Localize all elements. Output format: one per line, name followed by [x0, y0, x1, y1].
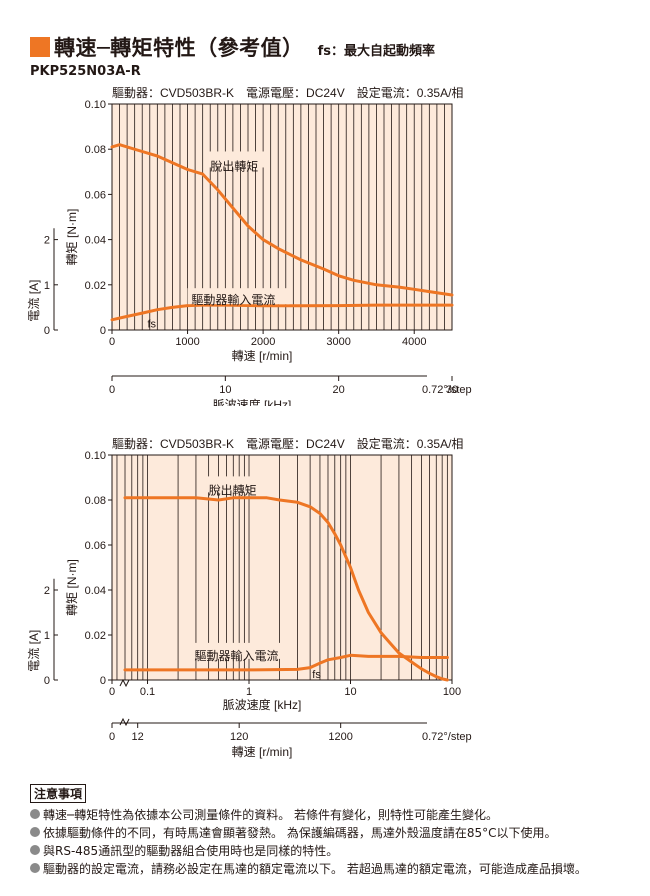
model-name: PKP525N03A-R	[30, 64, 141, 79]
secondary-tick-label: 0	[109, 384, 115, 396]
y-tick-label: 0	[100, 325, 106, 337]
secondary-tick-label: 0	[109, 731, 115, 743]
pullout-torque-line	[123, 496, 449, 682]
driver-input-current-line	[110, 303, 454, 322]
x-axis-title: 轉速 [r/min]	[232, 349, 293, 363]
driver-info: 驅動器：CVD503BR-K 電源電壓：DC24V 設定電流：0.35A/相	[112, 86, 463, 100]
page-title: 轉速─轉矩特性（參考值）	[54, 36, 304, 60]
y-tick-label: 0.08	[85, 495, 106, 507]
secondary-tick-label: 20	[333, 384, 345, 396]
current-tick-label: 2	[44, 235, 50, 247]
note-item: 轉速─轉矩特性為依據本公司測量條件的資料。 若條件有變化，則特性可能產生變化。	[30, 805, 630, 823]
y-axis-title: 轉矩 [N·m]	[65, 209, 79, 266]
current-tick-label: 0	[44, 325, 50, 337]
driver-input-current-line	[123, 653, 449, 672]
fs-note: fs：最大自起動頻率	[317, 43, 436, 59]
secondary-tick-label: 12	[132, 731, 144, 743]
y-tick-label: 0.02	[85, 280, 106, 292]
x-tick-label: 2000	[251, 336, 275, 348]
speed-torque-chart-log: 驅動器：CVD503BR-K 電源電壓：DC24V 設定電流：0.35A/相00…	[27, 436, 472, 759]
x-tick-label: 3000	[326, 336, 350, 348]
series-label: 驅動器輸入電流	[194, 648, 278, 663]
current-axis-title: 電流 [A]	[27, 630, 41, 672]
secondary-axis-title: 轉速 [r/min]	[232, 745, 293, 759]
secondary-tick-label: 1200	[328, 731, 352, 743]
x-tick-label: 10	[344, 686, 356, 698]
heading-marker	[30, 37, 50, 57]
y-tick-label: 0	[100, 675, 106, 687]
y-tick-label: 0.04	[85, 585, 106, 597]
axis-break-icon	[119, 678, 130, 688]
y-tick-label: 0.06	[85, 540, 106, 552]
secondary-tick-label: 10	[219, 384, 231, 396]
step-angle-label: 0.72°/step	[422, 384, 472, 396]
current-tick-label: 1	[44, 630, 50, 642]
y-tick-label: 0.04	[85, 235, 106, 247]
label-bg	[206, 476, 265, 493]
note-item: 依據驅動條件的不同，有時馬達會顯著發熱。 為保護編碼器，馬達外殼溫度請在85°C…	[30, 823, 630, 841]
y-axis-title: 轉矩 [N·m]	[65, 559, 79, 616]
note-item: 與RS-485通訊型的驅動器組合使用時也是同樣的特性。	[30, 841, 630, 859]
secondary-tick-label: 120	[230, 731, 248, 743]
current-tick-label: 2	[44, 585, 50, 597]
series-label: 脫出轉矩	[210, 159, 258, 174]
x-tick-label: 4000	[402, 336, 426, 348]
x-tick-label: 100	[443, 686, 461, 698]
secondary-axis-title: 脈波速度 [kHz]	[213, 397, 292, 406]
label-bg	[187, 288, 290, 305]
note-text: 驅動器的設定電流，請務必設定在馬達的額定電流以下。 若超過馬達的額定電流，可能造…	[43, 861, 587, 876]
bullet-icon	[30, 863, 40, 873]
secondary-tick-label: 30	[446, 384, 458, 396]
notes-title: 注意事項	[30, 784, 87, 803]
series-label: 驅動器輸入電流	[191, 292, 275, 307]
step-angle-label: 0.72°/step	[422, 731, 472, 743]
fs-label: fs	[148, 319, 157, 331]
x-tick-label: 1000	[175, 336, 199, 348]
x-tick-label: 0.1	[140, 686, 155, 698]
note-text: 依據驅動條件的不同，有時馬達會顯著發熱。 為保護編碼器，馬達外殼溫度請在85°C…	[43, 825, 557, 840]
note-text: 轉速─轉矩特性為依據本公司測量條件的資料。 若條件有變化，則特性可能產生變化。	[43, 807, 499, 822]
driver-info: 驅動器：CVD503BR-K 電源電壓：DC24V 設定電流：0.35A/相	[112, 436, 463, 451]
label-bg	[191, 642, 294, 659]
x-axis-title: 脈波速度 [kHz]	[223, 697, 302, 712]
axis-break-icon	[119, 717, 130, 727]
series-label: 脫出轉矩	[209, 482, 257, 497]
bullet-icon	[30, 827, 40, 837]
pullout-torque-line	[110, 143, 454, 297]
current-tick-label: 0	[44, 675, 50, 687]
bullet-icon	[30, 809, 40, 819]
speed-torque-chart-linear: 驅動器：CVD503BR-K 電源電壓：DC24V 設定電流：0.35A/相00…	[27, 86, 472, 406]
x-tick-label: 1	[246, 686, 252, 698]
x-tick-label: 0	[109, 336, 115, 348]
bullet-icon	[30, 845, 40, 855]
y-tick-label: 0.06	[85, 189, 106, 201]
note-text: 與RS-485通訊型的驅動器組合使用時也是同樣的特性。	[43, 843, 339, 858]
chart-heading: 轉速─轉矩特性（參考值） fs：最大自起動頻率	[30, 32, 435, 62]
plot-area	[111, 454, 453, 681]
note-item: 驅動器的設定電流，請務必設定在馬達的額定電流以下。 若超過馬達的額定電流，可能造…	[30, 859, 630, 877]
notes-section: 注意事項 轉速─轉矩特性為依據本公司測量條件的資料。 若條件有變化，則特性可能產…	[30, 784, 630, 877]
y-tick-label: 0.08	[85, 144, 106, 156]
label-bg	[207, 151, 264, 168]
current-axis-title: 電流 [A]	[27, 280, 41, 322]
x-tick-label: 0	[109, 686, 115, 698]
y-tick-label: 0.10	[85, 99, 106, 111]
y-tick-label: 0.02	[85, 630, 106, 642]
fs-label: fs	[312, 669, 321, 681]
y-tick-label: 0.10	[85, 450, 106, 462]
current-tick-label: 1	[44, 280, 50, 292]
